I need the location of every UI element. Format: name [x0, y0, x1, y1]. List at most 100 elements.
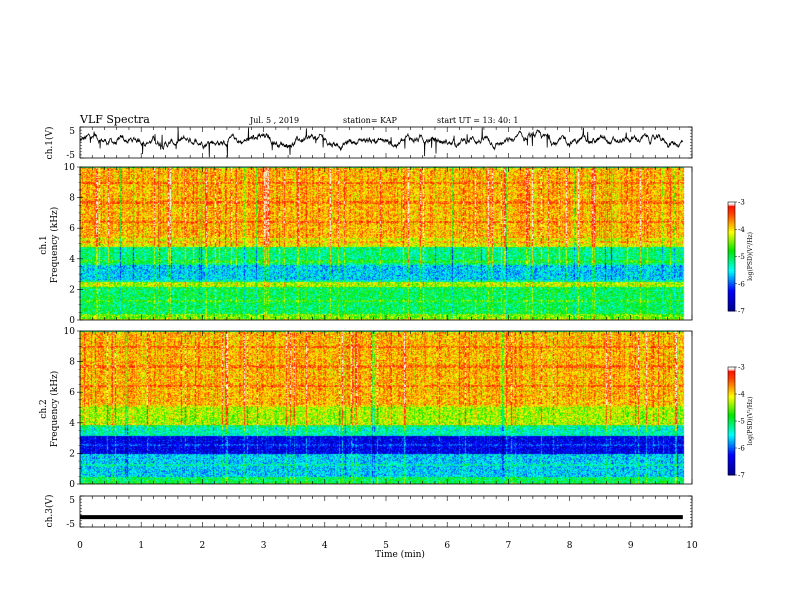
colorbar-segment: [728, 271, 735, 274]
colorbar-segment: [728, 449, 735, 453]
panel-frame: [79, 495, 693, 528]
colorbar-segment: [728, 406, 735, 409]
y-tick-label: 4: [69, 255, 75, 265]
colorbar-segment: [728, 303, 735, 307]
y-tick-label: 2: [69, 449, 75, 459]
colorbar-segment: [728, 410, 735, 413]
colorbar-segment: [728, 236, 735, 239]
ch1-colorbar: -3 -4 -5 -6 -7 log(PSD)(V²/Hz): [727, 199, 754, 316]
colorbar-segment: [728, 291, 735, 294]
colorbar-tick-label: -6: [738, 445, 745, 453]
colorbar-segment: [728, 372, 735, 375]
colorbar-segment: [728, 415, 735, 418]
ch2-spec-ylabel-channel: ch.2: [39, 399, 49, 418]
colorbar-segment: [728, 240, 735, 243]
colorbar-segment: [728, 234, 735, 238]
colorbar-segment: [728, 249, 735, 252]
colorbar-segment: [728, 453, 735, 456]
ch3-ylabel: ch.3(V): [44, 495, 55, 528]
colorbar-tick-label: -5: [738, 418, 745, 426]
station-label: station= KAP: [343, 116, 398, 125]
x-axis-label: Time (min): [375, 549, 425, 560]
ch1-waveform-panel: ch.1(V) 5 -5: [44, 126, 693, 161]
colorbar-segment: [728, 392, 735, 395]
colorbar-segment: [728, 212, 735, 216]
colorbar-segment: [728, 294, 735, 297]
colorbar-segment: [728, 404, 735, 408]
colorbar-segment: [728, 231, 735, 234]
colorbar-tick-label: -7: [738, 308, 745, 316]
panel-frame: [79, 126, 693, 159]
colorbar-segment: [728, 287, 735, 290]
y-tick-label: 8: [69, 194, 75, 204]
colorbar-segment: [728, 245, 735, 248]
colorbar-segment: [728, 451, 735, 454]
colorbar-segment: [728, 252, 735, 256]
ch1-ylabel: ch.1(V): [44, 127, 55, 160]
y-tick-label: 2: [69, 285, 75, 295]
y-tick-label: 6: [69, 388, 75, 398]
colorbar-segment: [728, 374, 735, 377]
colorbar-segment: [728, 274, 735, 277]
colorbar-segment: [728, 473, 735, 476]
colorbar-segment: [728, 296, 735, 299]
colorbar-segment: [728, 424, 735, 427]
y-tick-label: 5: [69, 496, 75, 506]
colorbar-segment: [728, 435, 735, 438]
colorbar-segment: [728, 263, 735, 267]
colorbar-segment: [728, 265, 735, 268]
colorbar-tick-label: -5: [738, 253, 745, 261]
colorbar-segment: [728, 408, 735, 411]
x-tick-label: 5: [383, 541, 389, 551]
colorbar-segment: [728, 467, 735, 471]
colorbar-segment: [728, 440, 735, 444]
colorbar-segment: [728, 442, 735, 445]
colorbar-segment: [728, 203, 735, 207]
colorbar-tick-label: -7: [738, 472, 745, 480]
colorbar-segment: [728, 430, 735, 433]
colorbar-segment: [728, 241, 735, 245]
colorbar-segment: [728, 214, 735, 218]
colorbar-segment: [728, 220, 735, 223]
colorbar-segment: [728, 298, 735, 301]
colorbar-segment: [728, 437, 735, 440]
colorbar-segment: [728, 446, 735, 449]
y-tick-label: 5: [69, 127, 75, 137]
colorbar-segment: [728, 367, 735, 370]
ch1-spectrogram-panel: ch.1 Frequency (kHz) 0 2 4 6 8 10: [39, 163, 693, 326]
colorbar-segment: [728, 216, 735, 219]
colorbar-segment: [728, 439, 735, 442]
colorbar-segment: [728, 444, 735, 447]
colorbar-segment: [728, 281, 735, 285]
colorbar-segment: [728, 376, 735, 379]
date-label: Jul. 5 , 2019: [249, 116, 299, 125]
colorbar-segment: [728, 247, 735, 250]
colorbar-tick-label: -3: [738, 199, 745, 207]
colorbar-segment: [728, 419, 735, 422]
colorbar-segment: [728, 205, 735, 208]
colorbar-segment: [728, 433, 735, 436]
x-tick-label: 7: [506, 541, 512, 551]
colorbar-segment: [728, 243, 735, 247]
x-tick-label: 6: [444, 541, 450, 551]
colorbar-segment: [728, 207, 735, 210]
colorbar-segment: [728, 256, 735, 259]
colorbar-segment: [728, 386, 735, 390]
colorbar-segment: [728, 383, 735, 386]
colorbar-segment: [728, 464, 735, 467]
colorbar-segment: [728, 381, 735, 384]
x-tick-label: 10: [686, 541, 698, 551]
colorbar-segment: [728, 258, 735, 261]
y-tick-label: 8: [69, 358, 75, 368]
colorbar-segment: [728, 385, 735, 388]
x-tick-label: 3: [261, 541, 267, 551]
colorbar-segment: [728, 422, 735, 426]
colorbar-segment: [728, 370, 735, 373]
ch2-spectrogram-image: [80, 331, 692, 484]
colorbar-segment: [728, 412, 735, 415]
panel-frame: [79, 330, 693, 485]
colorbar-segment: [728, 225, 735, 228]
colorbar-segment: [728, 260, 735, 263]
colorbar-segment: [728, 401, 735, 404]
y-tick-label: 6: [69, 224, 75, 234]
